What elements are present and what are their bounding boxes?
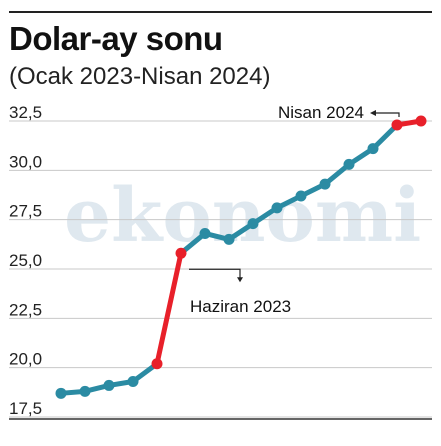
data-point: [103, 379, 115, 391]
data-point: [79, 385, 91, 397]
data-point: [247, 218, 259, 230]
data-point: [55, 387, 67, 399]
data-point: [343, 158, 355, 170]
data-point: [415, 115, 427, 127]
grid-lines: [9, 120, 432, 420]
series-segment: [370, 122, 400, 152]
annotation-leader: [374, 112, 400, 117]
y-tick-label: 17,5: [9, 399, 42, 418]
data-point: [199, 227, 211, 239]
highlight-segment: [154, 250, 184, 367]
y-tick-label: 25,0: [9, 251, 42, 270]
data-point: [223, 233, 235, 245]
data-point: [127, 375, 139, 387]
annotation-haziran-2023: Haziran 2023: [190, 297, 291, 316]
y-tick-label: 30,0: [9, 152, 42, 171]
top-rule: [9, 11, 432, 13]
y-tick-label: 20,0: [9, 350, 42, 369]
y-tick-label: 22,5: [9, 300, 42, 319]
data-point: [367, 143, 379, 155]
y-axis-ticks: 17,5 20,0 22,5 25,0 27,5 30,0 32,5: [9, 103, 42, 418]
data-point: [151, 358, 163, 370]
data-point: [295, 190, 307, 202]
y-tick-label: 27,5: [9, 202, 42, 221]
annotation-arrow: [237, 277, 243, 283]
y-tick-label: 32,5: [9, 103, 42, 122]
data-point: [175, 247, 187, 259]
annotation-leader: [189, 268, 241, 280]
watermark-text: ekonomi: [64, 173, 421, 259]
data-point: [391, 119, 403, 131]
annotation-nisan-2024: Nisan 2024: [278, 103, 364, 122]
chart-subtitle: (Ocak 2023-Nisan 2024): [9, 63, 271, 90]
chart-title: Dolar-ay sonu: [9, 20, 223, 57]
annotation-arrow: [370, 110, 376, 116]
data-point: [319, 178, 331, 190]
annotations: Nisan 2024 Haziran 2023: [189, 103, 400, 316]
data-point: [271, 202, 283, 214]
data-points: [55, 115, 427, 399]
